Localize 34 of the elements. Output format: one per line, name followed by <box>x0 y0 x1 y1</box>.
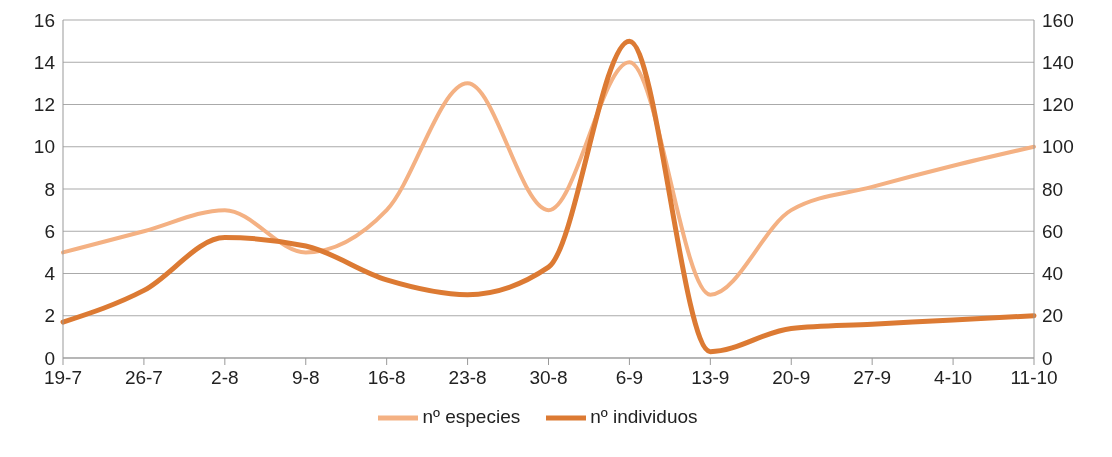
y2-tick-label: 0 <box>1042 347 1053 369</box>
legend-label: nº especies <box>422 406 521 428</box>
line-series <box>61 60 1036 297</box>
legend-label: nº individuos <box>590 406 698 428</box>
y2-tick-label: 80 <box>1042 178 1064 200</box>
x-tick-label: 6-9 <box>615 367 644 389</box>
y-tick-label: 14 <box>33 51 56 73</box>
x-tick-label: 23-8 <box>448 367 487 389</box>
y2-tick-label: 100 <box>1042 136 1074 158</box>
y-tick-label: 12 <box>33 94 55 116</box>
x-tick-label: 16-8 <box>367 367 406 389</box>
y-tick-label: 10 <box>33 136 55 158</box>
x-tick-label: 2-8 <box>211 367 239 389</box>
x-tick-label: 20-9 <box>772 367 811 389</box>
x-tick-label: 30-8 <box>529 367 568 389</box>
y2-tick-label: 60 <box>1042 220 1064 242</box>
y2-tick-label: 20 <box>1042 305 1064 327</box>
y-tick-label: 2 <box>44 305 55 327</box>
x-tick-label: 19-7 <box>43 367 83 389</box>
y-tick-label: 8 <box>44 178 55 200</box>
y-tick-label: 6 <box>44 220 55 242</box>
y-tick-label: 0 <box>44 347 55 369</box>
y2-tick-label: 120 <box>1042 94 1074 116</box>
x-tick-label: 4-10 <box>934 367 973 389</box>
x-tick-label: 9-8 <box>292 367 320 389</box>
y-tick-label: 16 <box>33 9 55 31</box>
y-tick-label: 4 <box>44 263 56 285</box>
y2-tick-label: 160 <box>1042 9 1074 31</box>
x-tick-label: 27-9 <box>853 367 892 389</box>
x-tick-label: 11-10 <box>1010 367 1058 389</box>
x-tick-label: 13-9 <box>691 367 730 389</box>
y2-tick-label: 140 <box>1042 51 1074 73</box>
y2-tick-label: 40 <box>1042 263 1064 285</box>
x-tick-label: 26-7 <box>124 367 163 389</box>
